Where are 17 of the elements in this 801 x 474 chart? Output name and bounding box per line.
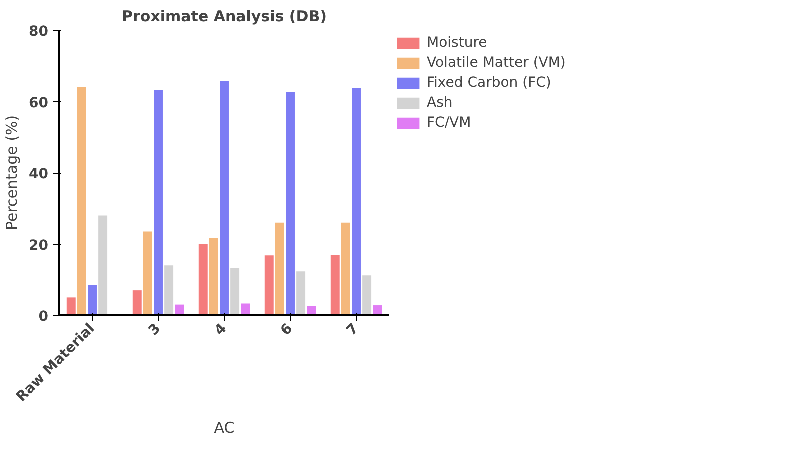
y-tick-label: 0 [38, 309, 49, 325]
y-axis-title: Percentage (%) [3, 115, 22, 231]
legend-label: FC/VM [427, 115, 472, 131]
chart-title: Proximate Analysis (DB) [122, 8, 327, 26]
y-tick-label: 20 [29, 238, 49, 254]
y-tick-label: 40 [29, 166, 49, 182]
x-tick-label: 7 [344, 320, 362, 340]
x-tick-label: 6 [278, 320, 296, 340]
y-tick-label: 80 [29, 24, 49, 40]
legend-label: Moisture [427, 35, 488, 51]
legend-label: Ash [427, 95, 453, 111]
y-tick-label: 60 [29, 95, 49, 112]
x-axis-title: AC [214, 419, 235, 438]
legend-label: Fixed Carbon (FC) [427, 75, 552, 91]
legend-label: Volatile Matter (VM) [427, 55, 566, 71]
x-tick-label: 4 [212, 320, 230, 340]
x-tick-label: 3 [146, 320, 164, 340]
